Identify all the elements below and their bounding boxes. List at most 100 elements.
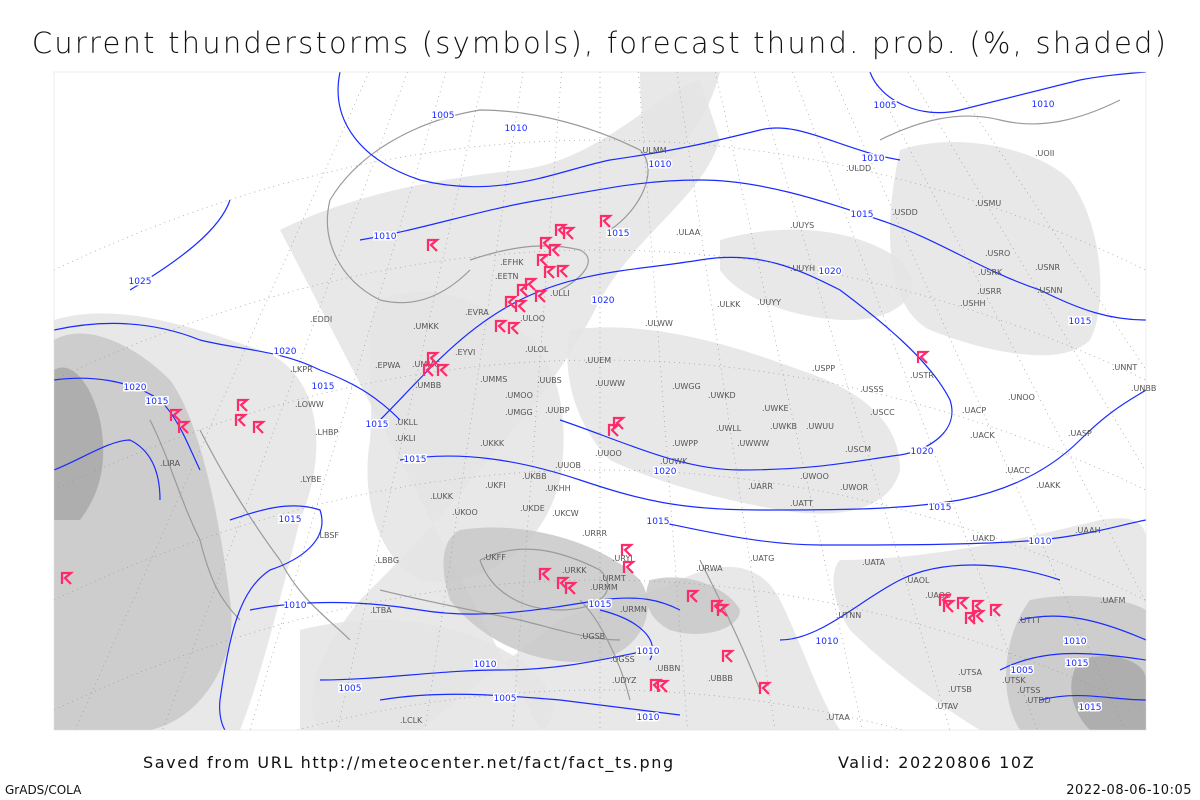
- thunderstorm-glyph: [426, 351, 441, 365]
- coastline: [879, 99, 1121, 141]
- lat-lon-grid: [54, 72, 1146, 730]
- isobar-label: 1020: [124, 383, 147, 393]
- parallel: [54, 139, 1146, 271]
- thunderstorm-glyph: [436, 363, 451, 377]
- station-label: .ULAA: [676, 228, 701, 237]
- station-label: .UKOO: [452, 508, 478, 517]
- thunderstorm-symbol-icon: [721, 649, 736, 663]
- thunderstorm-glyph: [956, 596, 971, 610]
- station-label: .UWLL: [716, 424, 742, 433]
- station-label: .UAOL: [905, 576, 930, 585]
- station-label: .UACK: [970, 431, 995, 440]
- station-label: .UKDE: [520, 504, 545, 513]
- thunderstorm-symbol-icon: [656, 679, 671, 693]
- station-label: .UAKK: [1036, 481, 1061, 490]
- thunderstorm-symbol-icon: [426, 238, 441, 252]
- station-label: .UATG: [750, 554, 774, 563]
- station-label: .UWOR: [840, 483, 869, 492]
- probability-area: [720, 229, 912, 320]
- thunderstorm-symbol-icon: [622, 560, 637, 574]
- thunderstorm-glyph: [236, 398, 251, 412]
- thunderstorm-symbol-icon: [534, 289, 549, 303]
- station-label: .UGSB: [580, 632, 605, 641]
- station-label: .LTBA: [370, 606, 392, 615]
- thunderstorm-probability-shading: [54, 72, 1146, 730]
- thunderstorm-symbol-icon: [956, 596, 971, 610]
- station-label: .LKPR: [290, 365, 313, 374]
- station-label: .UARR: [748, 482, 773, 491]
- thunderstorm-symbol-icon: [942, 599, 957, 613]
- parallel: [296, 689, 904, 730]
- station-label: .UAFM: [1100, 596, 1125, 605]
- thunderstorm-symbol-icon: [422, 363, 437, 377]
- station-label: .USRR: [977, 287, 1002, 296]
- isobar-label: 1015: [1069, 317, 1092, 327]
- station-label: .USCC: [870, 408, 895, 417]
- isobar-label: 1005: [339, 684, 362, 694]
- station-label: .USSS: [860, 385, 884, 394]
- isobar-label: 1015: [312, 382, 335, 392]
- station-label: .URWA: [696, 564, 723, 573]
- isobar-label: 1005: [874, 101, 897, 111]
- thunderstorm-glyph: [758, 681, 773, 695]
- station-label: .UNOO: [1008, 393, 1035, 402]
- station-label: .UACC: [1005, 466, 1030, 475]
- isobar-line: [54, 439, 161, 501]
- station-label: .UWGG: [672, 382, 701, 391]
- thunderstorm-symbol-icon: [234, 413, 249, 427]
- isobar-line: [319, 649, 651, 681]
- thunderstorm-symbol-icon: [516, 283, 531, 297]
- station-label: .LHBP: [315, 428, 339, 437]
- station-label: .ULWW: [645, 319, 673, 328]
- meridian: [424, 72, 524, 730]
- station-label: .UATT: [790, 499, 813, 508]
- station-label: .UGSS: [610, 655, 635, 664]
- thunderstorm-glyph: [989, 603, 1004, 617]
- station-label: .USNN: [1037, 286, 1062, 295]
- station-label: .UTNN: [836, 611, 861, 620]
- station-label: .UTAA: [826, 713, 850, 722]
- thunderstorm-glyph: [514, 299, 529, 313]
- isobar-label: 1025: [129, 277, 152, 287]
- valid-time-text: Valid: 20220806 10Z: [838, 753, 1036, 772]
- isobar-line: [869, 72, 1146, 114]
- isobar-line: [249, 597, 681, 615]
- station-label: .UASP: [1068, 429, 1092, 438]
- thunderstorm-glyph: [620, 543, 635, 557]
- isobar-label: 1015: [366, 420, 389, 430]
- probability-area: [54, 367, 104, 520]
- thunderstorm-glyph: [721, 649, 736, 663]
- thunderstorm-glyph: [538, 567, 553, 581]
- station-label: .UACP: [962, 406, 986, 415]
- station-label: .EFHK: [500, 258, 524, 267]
- coastline: [579, 599, 631, 701]
- isobar-label: 1015: [1066, 659, 1089, 669]
- thunderstorm-glyph: [60, 571, 75, 585]
- meridian: [74, 72, 370, 730]
- thunderstorm-glyph: [234, 413, 249, 427]
- thunderstorm-glyph: [656, 679, 671, 693]
- thunderstorm-symbol-icon: [989, 603, 1004, 617]
- station-label: .EPWA: [375, 361, 401, 370]
- station-label: .ULLI: [550, 289, 570, 298]
- isobar-label: 1020: [911, 447, 934, 457]
- thunderstorm-symbol-icon: [548, 243, 563, 257]
- station-label: .UUWK: [660, 457, 688, 466]
- thunderstorm-symbol-icon: [507, 321, 522, 335]
- isobar-label: 1010: [1029, 537, 1052, 547]
- station-label: .UMBB: [415, 381, 441, 390]
- thunderstorm-symbol-icon: [916, 350, 931, 364]
- isobar-label: 1015: [607, 229, 630, 239]
- map-frame: [53, 71, 1147, 731]
- station-label: .UAAH: [1075, 526, 1101, 535]
- isobar-line: [999, 652, 1146, 671]
- meridian: [792, 72, 1038, 730]
- source-url-text: Saved from URL http://meteocenter.net/fa…: [143, 753, 675, 772]
- station-label: .ULOL: [525, 345, 549, 354]
- station-label: .UBBB: [708, 674, 733, 683]
- thunderstorm-symbol-icon: [252, 420, 267, 434]
- coastline: [326, 199, 471, 304]
- generated-timestamp: 2022-08-06-10:05: [1066, 783, 1192, 798]
- thunderstorm-symbol-icon: [426, 351, 441, 365]
- thunderstorm-symbol-icon: [514, 299, 529, 313]
